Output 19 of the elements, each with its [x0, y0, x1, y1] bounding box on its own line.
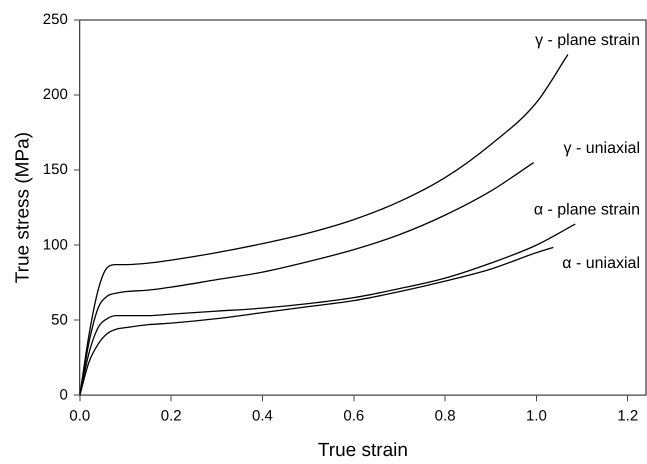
x-tick-label: 0.2: [160, 407, 182, 424]
y-tick-label: 250: [42, 11, 68, 28]
x-tick-label: 0.8: [434, 407, 456, 424]
x-tick-label: 0.4: [252, 407, 273, 424]
x-tick-label: 1.0: [526, 407, 547, 424]
y-tick-label: 50: [51, 311, 68, 328]
y-tick-label: 150: [42, 161, 68, 178]
x-tick-label: 1.2: [617, 407, 638, 424]
series-label: γ - uniaxial: [564, 140, 640, 157]
y-axis-title: True stress (MPa): [12, 132, 34, 284]
series-label: α - uniaxial: [562, 254, 640, 272]
x-tick-label: 0.6: [343, 407, 364, 424]
y-tick-label: 200: [42, 86, 68, 104]
y-tick-label: 0: [59, 386, 68, 404]
x-axis-title: True strain: [318, 440, 408, 461]
x-tick-label: 0.0: [69, 407, 90, 424]
series-label: α - plane strain: [534, 202, 640, 219]
y-tick-label: 100: [42, 236, 68, 254]
series-label: γ - plane strain: [535, 32, 640, 49]
